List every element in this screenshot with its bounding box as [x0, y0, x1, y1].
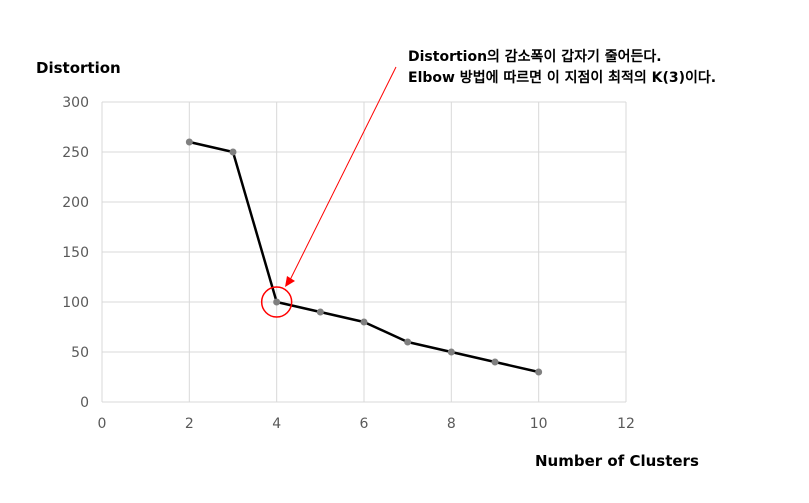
x-tick-label-12: 12 — [617, 416, 635, 432]
data-point-5 — [316, 308, 324, 316]
y-tick-label-150: 150 — [62, 245, 89, 261]
data-point-10 — [535, 368, 543, 376]
series-distortion — [185, 138, 543, 376]
data-point-9 — [491, 358, 499, 366]
tick-labels: 0 50 100 150 200 250 300 0 2 4 6 8 10 12 — [62, 95, 635, 432]
annotation-arrow-head — [285, 276, 295, 287]
data-point-4 — [273, 298, 281, 306]
data-point-2 — [185, 138, 193, 146]
data-point-3 — [229, 148, 237, 156]
annotation-line-2: Elbow 방법에 따르면 이 지점이 최적의 K(3)이다. — [408, 69, 716, 86]
y-tick-label-50: 50 — [71, 345, 89, 361]
x-axis-title: Number of Clusters — [535, 452, 699, 470]
data-point-7 — [404, 338, 412, 346]
annotation-line-1: Distortion의 감소폭이 갑자기 줄어든다. — [408, 48, 662, 65]
x-tick-label-2: 2 — [185, 416, 194, 432]
y-axis-title: Distortion — [36, 59, 121, 77]
x-tick-label-0: 0 — [98, 416, 107, 432]
elbow-highlight-circle — [260, 286, 293, 318]
gridlines — [101, 101, 627, 403]
y-tick-label-0: 0 — [80, 395, 89, 411]
x-tick-label-6: 6 — [360, 416, 369, 432]
y-tick-label-100: 100 — [62, 295, 89, 311]
annotation: Distortion의 감소폭이 갑자기 줄어든다. Elbow 방법에 따르면… — [285, 48, 716, 287]
y-tick-label-250: 250 — [62, 145, 89, 161]
x-tick-label-10: 10 — [530, 416, 548, 432]
data-point-6 — [360, 318, 368, 326]
annotation-arrow-line — [289, 66, 397, 281]
y-tick-label-300: 300 — [62, 95, 89, 111]
y-tick-label-200: 200 — [62, 195, 89, 211]
data-point-8 — [447, 348, 455, 356]
x-tick-label-8: 8 — [447, 416, 456, 432]
x-tick-label-4: 4 — [272, 416, 281, 432]
